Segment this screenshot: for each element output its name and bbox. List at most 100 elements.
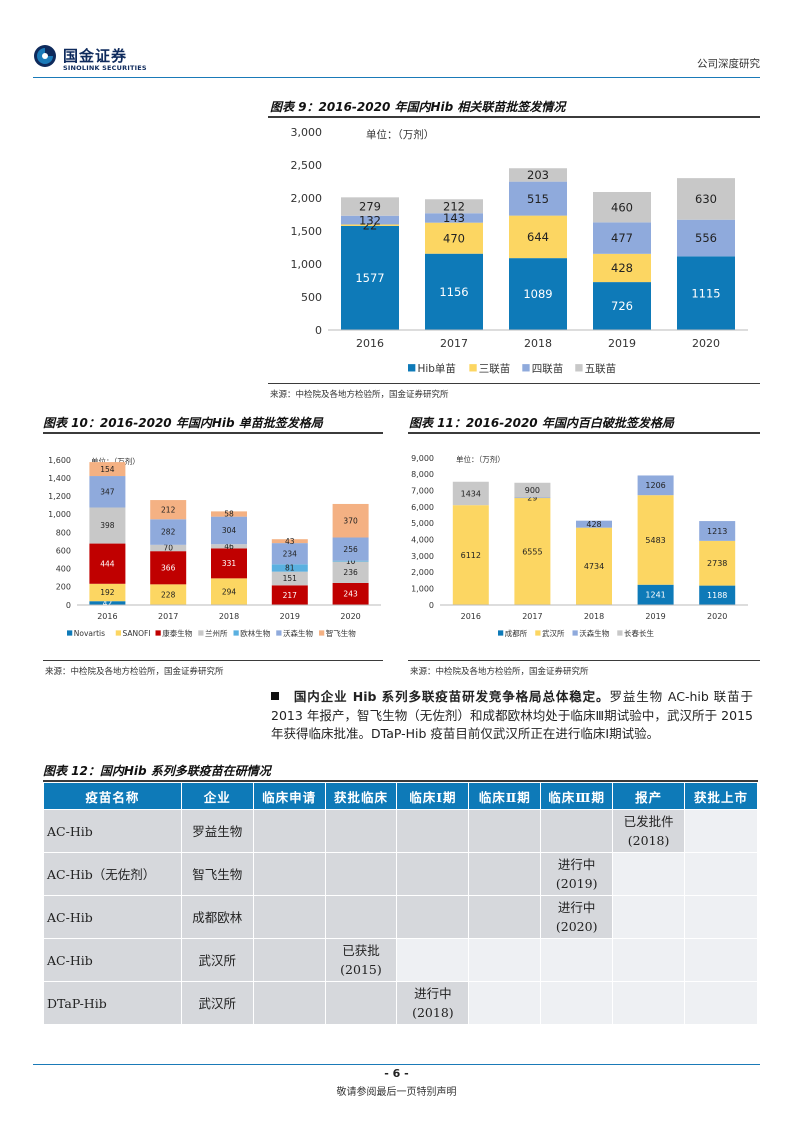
- body-paragraph: 国内企业 Hib 系列多联疫苗研发竞争格局总体稳定。罗益生物 AC-hib 联苗…: [271, 688, 753, 744]
- vaccine-name: AC-Hib: [43, 938, 182, 982]
- y-tick-label: 3,000: [291, 126, 323, 139]
- figure9-chart: 0 500 1,000 1,500 2,000 2,500 3,000 单位：（万剂） 1577…: [291, 126, 748, 375]
- y-tick-label: 2,500: [291, 159, 323, 172]
- col-header: 临床Ⅲ期: [540, 782, 614, 810]
- figure10-source: 来源：中检院及各地方检验所，国金证券研究所: [45, 667, 224, 677]
- data-label: 279: [359, 200, 381, 214]
- stage-cell: 进行中 (2019): [540, 852, 614, 896]
- company: 成都欧林: [180, 895, 254, 939]
- x-tick-label: 2018: [219, 612, 239, 621]
- bullet-square-icon: [271, 692, 279, 700]
- data-label: 515: [527, 192, 549, 206]
- legend-swatch: [67, 630, 73, 636]
- data-label: 10: [346, 557, 356, 566]
- bar-segment: [89, 543, 126, 584]
- bar-segment: [89, 507, 126, 544]
- bar-segment: [211, 578, 247, 605]
- figure9-bottom-rule: [268, 383, 760, 384]
- data-label: 5483: [645, 536, 665, 545]
- y-tick-label: 1,000: [411, 584, 434, 593]
- table-row: AC-Hib 成都欧林 进行中 (2020): [43, 895, 758, 939]
- data-label: 428: [611, 261, 633, 275]
- y-tick-label: 600: [56, 546, 71, 555]
- data-label: 143: [443, 211, 465, 225]
- col-header: 获批临床: [324, 782, 398, 810]
- x-tick-label: 2019: [645, 612, 665, 621]
- data-label: 1434: [461, 489, 481, 498]
- figure11-title: 图表 11：2016-2020 年国内百白破批签发格局: [409, 416, 674, 430]
- bar-segment: [452, 481, 489, 506]
- y-tick-label: 0: [315, 324, 322, 337]
- company: 罗益生物: [180, 809, 254, 853]
- data-label: 331: [222, 559, 237, 568]
- bar-segment: [150, 551, 187, 585]
- bar-segment: [576, 520, 612, 528]
- bar-segment: [514, 497, 551, 605]
- data-label: 42: [103, 599, 113, 608]
- y-tick-label: 0: [429, 601, 434, 610]
- bar-segment: [332, 560, 369, 562]
- stage-year: (2020): [555, 919, 598, 934]
- figure10-rule: [43, 432, 383, 434]
- x-tick-label: 2020: [340, 612, 360, 621]
- report-type: 公司深度研究: [697, 58, 760, 70]
- legend-label: 长春长生: [624, 628, 654, 638]
- header-divider: [33, 77, 760, 78]
- data-label: 192: [100, 588, 115, 597]
- data-label: 256: [343, 545, 358, 554]
- data-label: 6555: [522, 547, 542, 556]
- vaccine-name: DTaP-Hib: [43, 981, 182, 1025]
- page-header: 国金证券 SINOLINK SECURITIES 公司深度研究: [33, 44, 760, 76]
- vaccine-name: AC-Hib（无佐剂）: [43, 852, 182, 896]
- figure10-title: 图表 10：2016-2020 年国内Hib 单苗批签发格局: [43, 416, 323, 430]
- col-header: 获批上市: [684, 782, 758, 810]
- data-label: 132: [359, 213, 381, 227]
- data-label: 556: [695, 231, 717, 245]
- data-label: 1089: [523, 287, 552, 301]
- stage-cell: 已获批 (2015): [324, 938, 398, 982]
- bar-segment: [509, 168, 567, 182]
- y-tick-label: 3,000: [411, 552, 434, 561]
- y-tick-label: 500: [301, 291, 322, 304]
- paragraph-text: 罗益生物 AC-hib 联苗于 2013 年报产，智飞生物（无佐剂）和成都欧林均…: [271, 689, 753, 741]
- bar-segment: [332, 537, 369, 561]
- bar-segment: [677, 256, 735, 330]
- legend-swatch: [535, 630, 541, 636]
- footer-divider: [33, 1064, 760, 1065]
- bar-segment: [211, 548, 247, 579]
- legend-label: 武汉所: [542, 628, 565, 638]
- company: 武汉所: [180, 981, 254, 1025]
- table12-rule: [43, 780, 758, 782]
- x-tick-label: 2020: [692, 337, 720, 350]
- data-label: 46: [224, 542, 234, 551]
- stage-year: (2018): [627, 833, 670, 848]
- data-label: 460: [611, 200, 633, 214]
- data-label: 282: [161, 528, 176, 537]
- x-tick-label: 2017: [440, 337, 468, 350]
- legend-swatch: [617, 630, 623, 636]
- bar-segment: [271, 585, 308, 605]
- table-header-row: 疫苗名称 企业 临床申请 获批临床 临床Ⅰ期 临床Ⅱ期 临床Ⅲ期 报产 获批上市: [43, 782, 758, 810]
- bar-segment: [332, 561, 369, 583]
- y-tick-label: 200: [56, 583, 71, 592]
- y-tick-label: 2,000: [291, 192, 323, 205]
- x-tick-label: 2016: [356, 337, 384, 350]
- bar-segment: [637, 475, 674, 496]
- table-row: AC-Hib（无佐剂） 智飞生物 进行中 (2019): [43, 852, 758, 896]
- bar-segment: [211, 516, 247, 545]
- legend-swatch: [522, 364, 530, 372]
- y-tick-label: 7,000: [411, 486, 434, 495]
- bar-segment: [271, 571, 308, 586]
- x-tick-label: 2018: [584, 612, 604, 621]
- bar-segment: [341, 197, 399, 216]
- bar-segment: [150, 500, 187, 520]
- bar-segment: [593, 253, 651, 283]
- x-tick-label: 2018: [524, 337, 552, 350]
- bar-segment: [699, 521, 736, 541]
- data-label: 477: [611, 231, 633, 245]
- stage-cell: 进行中 (2018): [396, 981, 470, 1025]
- data-label: 347: [100, 487, 115, 496]
- data-label: 428: [586, 520, 601, 529]
- bar-segment: [425, 222, 483, 254]
- data-label: 70: [163, 544, 173, 553]
